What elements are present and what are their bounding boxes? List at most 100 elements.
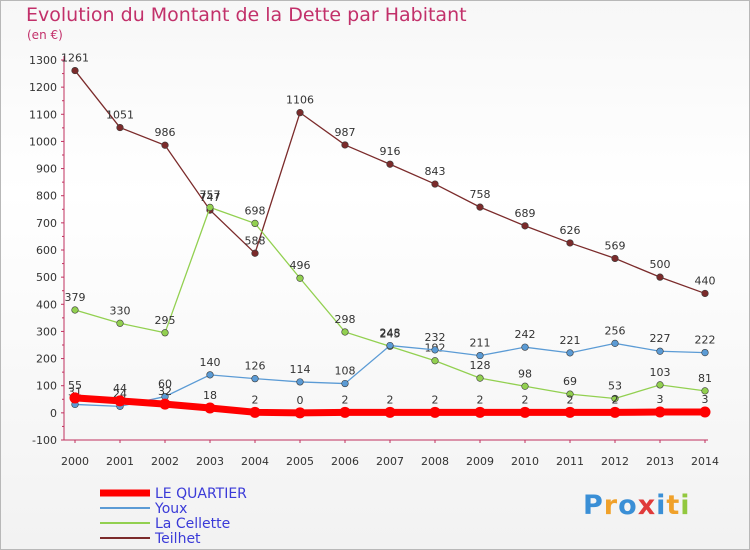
- data-label: 2: [342, 393, 349, 406]
- logo-letter: r: [603, 490, 619, 521]
- y-tick-label: 1000: [29, 135, 57, 148]
- data-label: 626: [560, 224, 581, 237]
- series-line: [74, 70, 706, 295]
- data-point: [476, 351, 484, 360]
- data-label: 2: [522, 393, 529, 406]
- data-point: [656, 273, 664, 281]
- chart-title: Evolution du Montant de la Dette par Hab…: [26, 4, 467, 26]
- logo-letter: x: [637, 490, 657, 521]
- data-point: [71, 306, 79, 314]
- data-label: 108: [335, 365, 356, 378]
- proxiti-logo: Proxiti: [583, 490, 691, 521]
- data-label: 44: [113, 382, 127, 395]
- data-point: [564, 406, 576, 418]
- data-point: [431, 357, 439, 365]
- data-label: 1051: [106, 109, 134, 122]
- data-label: 55: [68, 379, 82, 392]
- x-tick-label: 2008: [421, 455, 449, 468]
- data-point: [116, 319, 124, 327]
- series-teilhet: 1261 1051 986 747 588 1106 987 916 843 758 689 626 5…: [61, 52, 716, 298]
- data-point: [611, 339, 619, 347]
- data-point: [521, 382, 529, 390]
- data-point: [431, 180, 439, 188]
- data-label: 2: [612, 393, 619, 406]
- y-tick-label: 100: [36, 380, 57, 393]
- data-label: 32: [158, 385, 172, 398]
- x-tick-label: 2005: [286, 455, 314, 468]
- y-tick-label: 600: [36, 244, 57, 257]
- data-label: 242: [515, 328, 536, 341]
- data-label: 496: [290, 259, 311, 272]
- data-label: 245: [380, 327, 401, 340]
- data-point: [296, 274, 304, 282]
- data-point: [654, 406, 666, 418]
- logo-letter: t: [666, 490, 681, 521]
- y-tick-label: 200: [36, 353, 57, 366]
- data-label: 2: [432, 393, 439, 406]
- data-point: [476, 203, 484, 211]
- data-point: [296, 378, 304, 386]
- data-label: 53: [608, 379, 622, 392]
- data-point: [701, 387, 709, 395]
- data-label: 843: [425, 165, 446, 178]
- data-point: [206, 203, 214, 211]
- data-label: 2: [567, 393, 574, 406]
- data-label: 227: [650, 332, 671, 345]
- data-label: 256: [605, 324, 626, 337]
- data-point: [519, 406, 531, 418]
- data-point: [69, 392, 81, 404]
- data-point: [159, 398, 171, 410]
- data-label: 757: [200, 188, 221, 201]
- data-point: [384, 406, 396, 418]
- data-point: [474, 406, 486, 418]
- data-point: [656, 381, 664, 389]
- x-tick-label: 2006: [331, 455, 359, 468]
- data-point: [296, 109, 304, 117]
- data-point: [341, 141, 349, 149]
- x-tick-label: 2014: [691, 455, 719, 468]
- data-point: [341, 379, 349, 388]
- data-point: [251, 375, 259, 383]
- data-point: [116, 123, 124, 132]
- data-point: [699, 406, 711, 418]
- data-label: 2: [387, 393, 394, 406]
- data-label: 295: [155, 314, 176, 327]
- x-tick-label: 2009: [466, 455, 494, 468]
- data-point: [341, 328, 349, 336]
- data-point: [206, 371, 214, 379]
- data-label: 500: [650, 258, 671, 271]
- data-point: [521, 343, 529, 351]
- data-label: 569: [605, 239, 626, 252]
- legend-label: LE QUARTIER: [155, 486, 247, 502]
- data-label: 232: [425, 331, 446, 344]
- data-label: 987: [335, 126, 356, 139]
- data-label: 81: [698, 372, 712, 385]
- x-tick-label: 2002: [151, 455, 179, 468]
- x-tick-label: 2004: [241, 455, 269, 468]
- data-label: 588: [245, 234, 266, 247]
- legend-label: Teilhet: [154, 531, 201, 547]
- y-tick-label: 400: [36, 298, 57, 311]
- data-label: 0: [297, 394, 304, 407]
- y-tick-label: 1100: [29, 108, 57, 121]
- data-point: [251, 219, 259, 227]
- legend-label: La Cellette: [155, 516, 230, 532]
- data-label: 698: [245, 204, 266, 217]
- data-point: [204, 402, 216, 414]
- x-tick-label: 2003: [196, 455, 224, 468]
- data-label: 689: [515, 207, 536, 220]
- data-point: [701, 349, 709, 357]
- data-point: [701, 289, 709, 298]
- x-tick-label: 2013: [646, 455, 674, 468]
- data-point: [611, 394, 619, 403]
- x-tick-label: 2011: [556, 455, 584, 468]
- data-label: 747: [200, 191, 221, 204]
- x-tick-label: 2010: [511, 455, 539, 468]
- data-label: 114: [290, 363, 311, 376]
- y-tick-label: 0: [50, 407, 57, 420]
- data-label: 98: [518, 367, 532, 380]
- data-label: 221: [560, 334, 581, 347]
- logo-letter: i: [680, 490, 691, 521]
